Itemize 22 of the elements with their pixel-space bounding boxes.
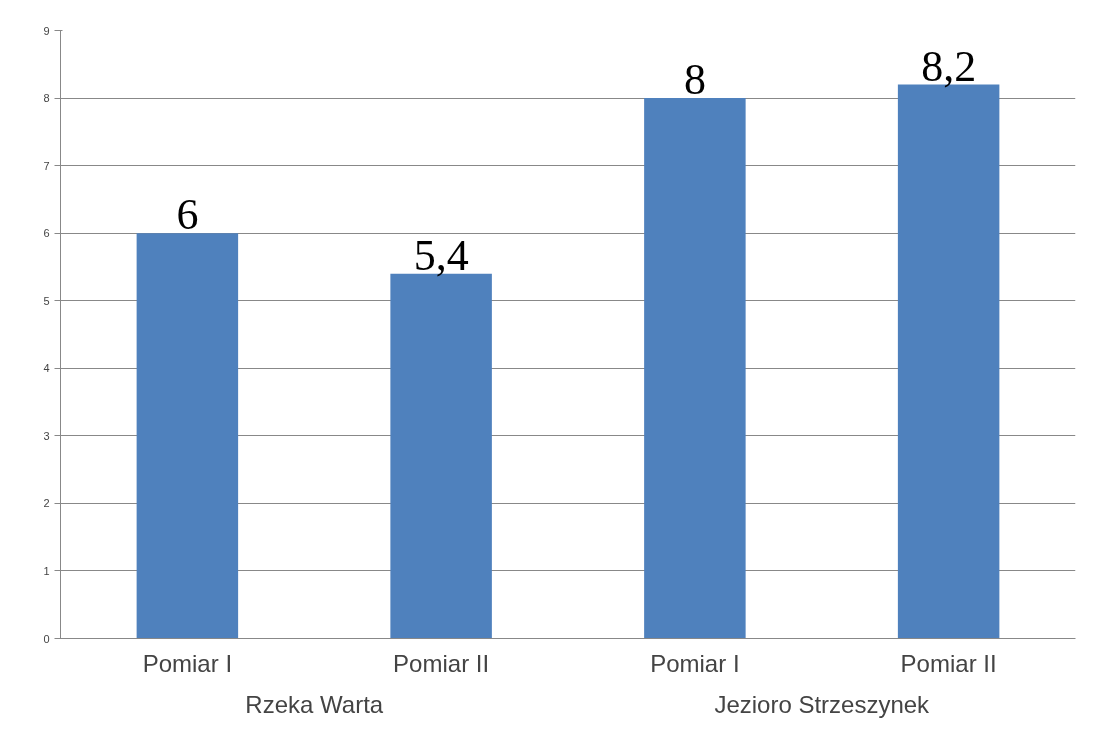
y-tick-label: 2 bbox=[43, 497, 50, 510]
data-label: 8 bbox=[683, 55, 706, 105]
y-tick-label: 9 bbox=[43, 24, 50, 37]
x-tick-label: Pomiar II bbox=[393, 649, 490, 677]
y-tick-label: 5 bbox=[43, 294, 50, 307]
y-tick-label: 8 bbox=[43, 92, 50, 105]
bar bbox=[644, 98, 746, 639]
y-tick-label: 6 bbox=[43, 227, 50, 240]
x-tick-label: Pomiar I bbox=[650, 649, 740, 677]
data-label: 6 bbox=[176, 190, 199, 240]
y-tick-label: 4 bbox=[43, 362, 50, 375]
y-tick-label: 0 bbox=[43, 632, 50, 645]
y-tick-label: 7 bbox=[43, 159, 50, 172]
text: Jezioro Strzeszynek bbox=[714, 690, 931, 718]
x-tick-label: Pomiar I bbox=[142, 649, 233, 677]
y-tick-label: 3 bbox=[43, 429, 50, 442]
data-label: 5,4 bbox=[413, 230, 469, 280]
y-tick-label: 1 bbox=[43, 564, 50, 577]
bar bbox=[136, 233, 239, 639]
x-tick-label: Pomiar II bbox=[900, 649, 997, 677]
text: Rzeka Warta bbox=[245, 690, 384, 718]
data-label: 8,2 bbox=[921, 41, 977, 91]
